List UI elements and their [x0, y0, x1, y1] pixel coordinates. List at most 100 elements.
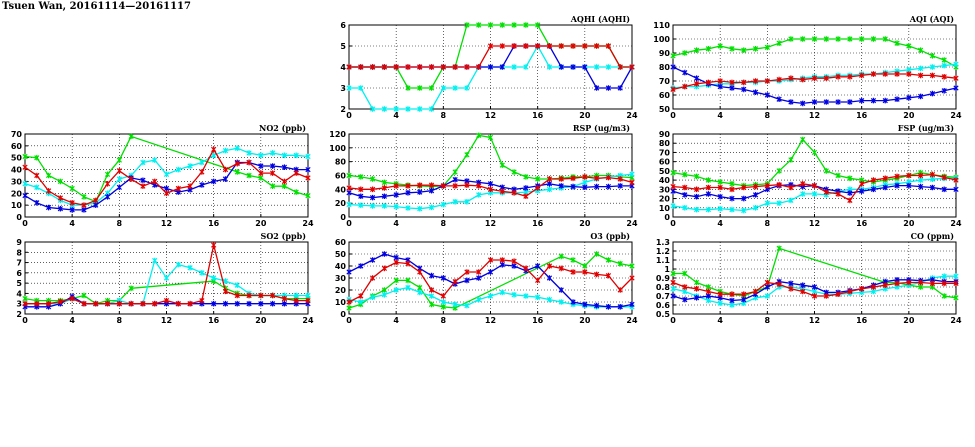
data-point — [870, 36, 877, 42]
data-point — [682, 69, 688, 76]
data-point — [906, 43, 912, 49]
data-point — [670, 183, 676, 190]
y-tick-label: 60 — [659, 91, 671, 100]
data-point — [476, 296, 482, 303]
data-point — [417, 106, 423, 112]
data-point — [870, 284, 877, 290]
data-point — [800, 76, 806, 83]
chart-panel: 0 4 8 12 16 20 24 0.50.60.70.80.911.11.21.3 CO (… — [656, 231, 962, 325]
data-point — [187, 163, 193, 169]
data-point — [199, 182, 205, 188]
data-point — [752, 78, 759, 84]
x-tick-label: 20 — [255, 219, 267, 228]
data-point — [293, 297, 299, 304]
data-point — [45, 300, 52, 307]
data-point — [617, 304, 623, 310]
panel-title: FSP (ug/m3) — [898, 123, 954, 133]
data-point — [511, 22, 517, 28]
data-point — [906, 71, 912, 77]
data-point — [487, 64, 494, 70]
data-point — [222, 288, 229, 295]
data-point — [511, 258, 517, 264]
x-tick-label: 0 — [670, 219, 676, 228]
data-point — [546, 186, 553, 193]
data-point — [670, 64, 676, 70]
data-point — [152, 300, 158, 307]
data-point — [234, 145, 240, 152]
data-point — [81, 202, 87, 208]
data-point — [523, 64, 529, 70]
data-point — [705, 184, 711, 191]
data-point — [788, 280, 794, 287]
data-point — [440, 304, 446, 310]
x-tick-label: 12 — [809, 219, 820, 228]
data-point — [499, 289, 505, 296]
series-cyan — [22, 145, 311, 208]
data-point — [417, 64, 423, 70]
data-point — [594, 85, 600, 91]
data-point — [811, 75, 818, 81]
data-point — [582, 263, 588, 269]
y-tick-label: 90 — [659, 130, 671, 139]
y-tick-label: 70 — [659, 148, 671, 157]
y-tick-label: 1.2 — [656, 247, 670, 256]
series-line — [25, 244, 308, 305]
data-point — [847, 288, 853, 295]
series-green — [346, 22, 635, 91]
data-point — [381, 292, 387, 298]
data-point — [811, 99, 818, 105]
data-point — [570, 175, 576, 182]
data-point — [682, 50, 688, 56]
data-point — [499, 22, 505, 28]
data-point — [788, 75, 794, 81]
data-point — [894, 280, 900, 287]
x-tick-label: 8 — [441, 219, 447, 228]
data-point — [93, 202, 99, 208]
data-point — [605, 257, 612, 263]
data-point — [788, 286, 794, 292]
data-point — [800, 191, 806, 197]
data-point — [34, 199, 40, 206]
data-point — [487, 134, 494, 141]
x-tick-label: 24 — [950, 111, 962, 120]
y-tick-label: 1.1 — [656, 256, 671, 265]
data-point — [682, 83, 688, 90]
data-point — [800, 36, 806, 42]
data-point — [776, 281, 782, 288]
x-tick-label: 20 — [255, 316, 267, 325]
data-point — [629, 301, 635, 308]
chart-panel: 0 4 8 12 16 20 24 50 60 70 80 90 100 110 AQI (AQI) — [653, 14, 962, 120]
data-point — [894, 96, 900, 102]
data-point — [882, 36, 888, 42]
data-point — [729, 297, 735, 304]
data-point — [670, 53, 676, 59]
x-tick-label: 12 — [485, 111, 496, 120]
data-point — [729, 206, 735, 213]
panel-title: O3 (ppb) — [590, 231, 630, 241]
data-point — [693, 47, 700, 53]
data-point — [305, 153, 311, 160]
panel-title: AQHI (AQHI) — [570, 14, 631, 24]
data-point — [594, 43, 600, 49]
series-red — [22, 146, 311, 208]
data-point — [346, 189, 352, 196]
data-point — [859, 188, 865, 194]
data-point — [741, 184, 747, 191]
y-tick-label: 3 — [16, 300, 22, 309]
data-point — [953, 177, 959, 183]
data-point — [918, 93, 924, 100]
data-point — [258, 175, 264, 181]
data-point — [705, 191, 711, 197]
data-point — [405, 260, 411, 267]
data-point — [929, 72, 936, 79]
data-point — [741, 47, 747, 53]
x-tick-label: 0 — [346, 316, 352, 325]
data-point — [693, 81, 700, 87]
data-point — [717, 291, 723, 297]
x-tick-label: 24 — [950, 316, 962, 325]
data-point — [811, 284, 818, 290]
data-point — [281, 295, 288, 302]
data-point — [682, 204, 688, 211]
data-point — [152, 257, 158, 264]
